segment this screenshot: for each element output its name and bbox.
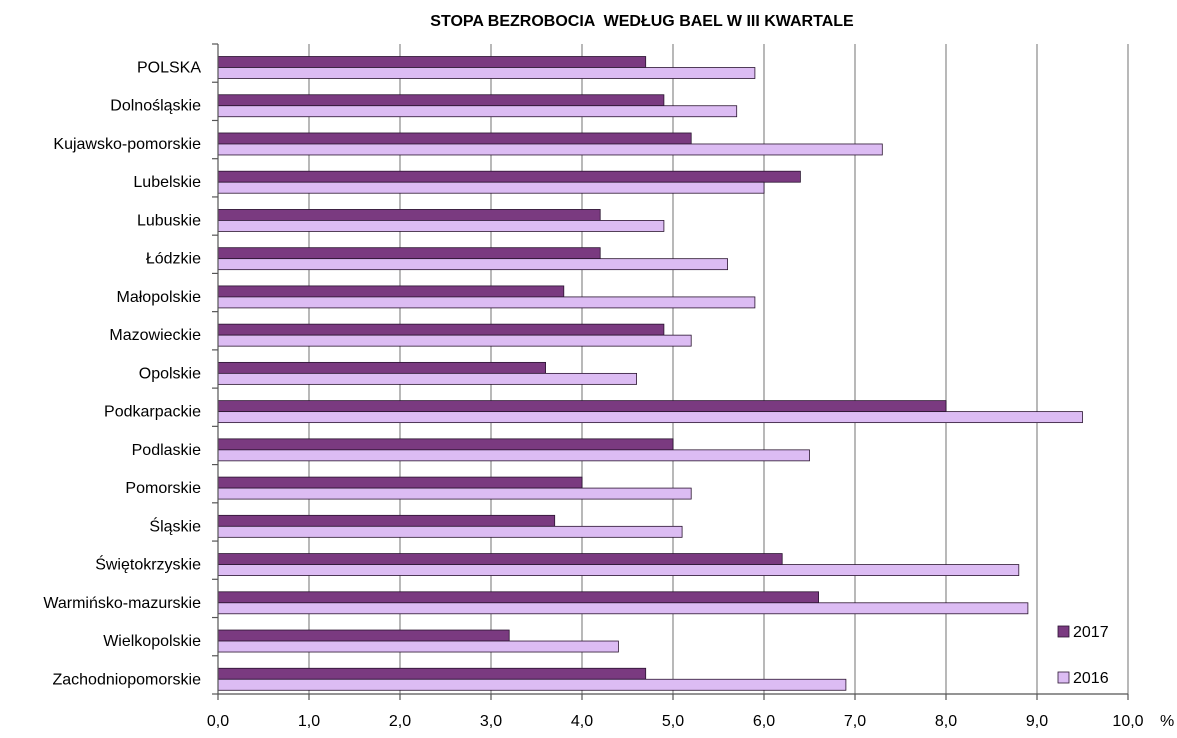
category-label: Pomorskie xyxy=(125,480,201,497)
bar-2017 xyxy=(217,553,783,565)
x-tick-label: 10,0 xyxy=(1112,713,1143,730)
legend-label-2016: 2016 xyxy=(1073,670,1109,687)
bar-2016 xyxy=(217,105,738,118)
category-label: POLSKA xyxy=(137,60,201,77)
category-label: Zachodniopomorskie xyxy=(52,671,201,688)
x-tick-label: 2,0 xyxy=(389,713,411,730)
bar-2017 xyxy=(217,514,556,527)
bar-2017 xyxy=(217,132,692,145)
x-tick-label: 1,0 xyxy=(298,713,320,730)
bar-2016 xyxy=(217,487,692,500)
bar-2017 xyxy=(217,285,565,298)
bar-2016 xyxy=(217,678,847,691)
category-label: Świętokrzyskie xyxy=(95,555,201,574)
legend-label-2017: 2017 xyxy=(1073,624,1109,641)
bar-2017 xyxy=(217,361,547,374)
category-labels: POLSKA Dolnośląskie Kujawsko-pomorskie Lube… xyxy=(43,60,201,689)
bar-2017 xyxy=(217,476,583,489)
bar-2016 xyxy=(217,372,638,385)
x-tick-label: 5,0 xyxy=(662,713,684,730)
category-label: Lubelskie xyxy=(133,174,201,191)
chart-title: STOPA BEZROBOCIA WEDŁUG BAEL W III KWART… xyxy=(430,13,854,30)
bar-2016 xyxy=(217,296,756,309)
x-tick-label: 3,0 xyxy=(480,713,502,730)
category-label: Wielkopolskie xyxy=(103,633,201,650)
legend-swatch-2017 xyxy=(1057,625,1070,638)
bar-2017 xyxy=(217,591,819,604)
bar-2017 xyxy=(217,400,947,413)
bar-2016 xyxy=(217,449,810,462)
category-label: Łódzkie xyxy=(146,251,201,268)
category-label: Warmińsko-mazurskie xyxy=(43,595,201,612)
legend: 2017 2016 xyxy=(1057,624,1109,687)
bar-2017 xyxy=(217,209,601,221)
category-label: Lubuskie xyxy=(137,212,201,229)
legend-swatch-2016 xyxy=(1057,671,1070,684)
bar-2017 xyxy=(217,629,510,642)
x-tick-label: 4,0 xyxy=(571,713,593,730)
x-tick-label: 6,0 xyxy=(753,713,775,730)
bar-2017 xyxy=(217,323,665,336)
x-tick-label: 7,0 xyxy=(844,713,866,730)
bar-2017 xyxy=(217,667,647,680)
bar-2016 xyxy=(217,181,765,194)
bar-2016 xyxy=(217,602,1029,615)
category-label: Mazowieckie xyxy=(109,327,201,344)
category-label: Śląskie xyxy=(149,516,201,535)
bar-2016 xyxy=(217,640,619,653)
bar-2016 xyxy=(217,67,756,79)
bar-2016 xyxy=(217,258,729,271)
x-unit-label: % xyxy=(1160,713,1174,730)
axes xyxy=(212,43,1129,700)
category-label: Podkarpackie xyxy=(104,404,201,421)
bar-2017 xyxy=(217,56,647,68)
bar-2016 xyxy=(217,564,1020,576)
bars xyxy=(217,56,1083,691)
category-label: Małopolskie xyxy=(117,289,202,306)
bar-2017 xyxy=(217,247,601,260)
bar-2016 xyxy=(217,525,683,538)
bar-2016 xyxy=(217,411,1083,424)
x-tick-label: 0,0 xyxy=(207,713,229,730)
category-label: Kujawsko-pomorskie xyxy=(53,136,201,153)
bar-2016 xyxy=(217,334,692,347)
bar-2017 xyxy=(217,170,801,183)
category-label: Dolnośląskie xyxy=(110,98,201,115)
bar-2017 xyxy=(217,438,674,451)
x-tick-label: 9,0 xyxy=(1026,713,1048,730)
x-tick-label: 8,0 xyxy=(935,713,957,730)
bar-2016 xyxy=(217,143,883,156)
x-tick-labels: 0,0 1,0 2,0 3,0 4,0 5,0 6,0 7,0 8,0 9,0 10,0 xyxy=(207,713,1144,730)
category-label: Opolskie xyxy=(139,365,201,382)
bar-2016 xyxy=(217,220,665,232)
category-label: Podlaskie xyxy=(132,442,201,459)
bar-2017 xyxy=(217,94,665,107)
